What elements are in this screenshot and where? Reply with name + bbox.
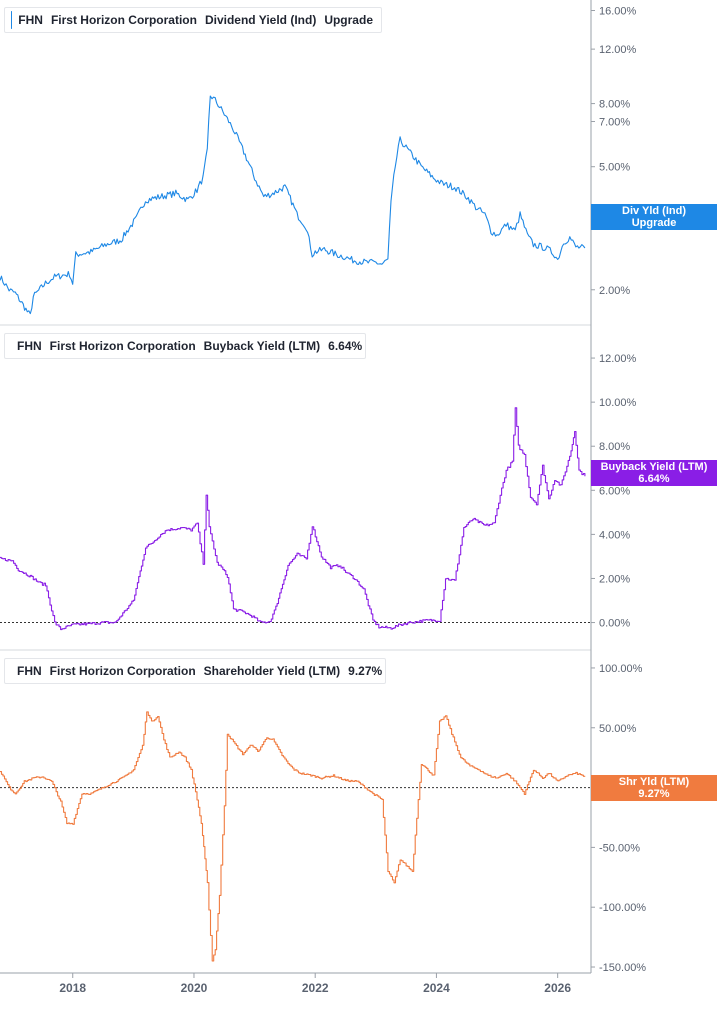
badge-value: 6.64% [638,473,670,485]
y-tick-label: -50.00% [599,842,640,854]
y-tick-label: 2.00% [599,285,630,297]
x-tick-label: 2022 [302,981,329,995]
legend-company: First Horizon Corporation [49,664,196,678]
y-tick-label: 100.00% [599,663,643,675]
badge-value: 9.27% [638,788,670,800]
y-tick-label: 4.00% [599,529,630,541]
y-tick-label: 8.00% [599,441,630,453]
series-line-dividend [0,95,586,315]
legend-company: First Horizon Corporation [49,339,196,353]
y-tick-label: 16.00% [599,5,637,17]
y-tick-label: 50.00% [599,723,637,735]
y-tick-label: 12.00% [599,353,637,365]
legend-metric: Dividend Yield (Ind) [204,13,317,27]
legend-value: 9.27% [348,664,383,678]
x-tick-label: 2020 [181,981,208,995]
legend-ticker: FHN [17,339,42,353]
series-line-shareholder [0,711,586,962]
y-tick-label: 5.00% [599,162,630,174]
badge-dividend: Div Yld (Ind) Upgrade [591,204,717,230]
badge-value: Upgrade [631,217,677,229]
legend-metric: Buyback Yield (LTM) [203,339,321,353]
y-tick-label: -100.00% [599,902,646,914]
y-tick-label: 2.00% [599,573,630,585]
y-tick-label: 10.00% [599,397,637,409]
badge-label: Shr Yld (LTM) [618,776,690,788]
x-tick-label: 2018 [59,981,86,995]
x-tick-label: 2026 [544,981,571,995]
series-line-buyback [0,407,586,631]
legend-ticker: FHN [17,664,42,678]
y-tick-label: 12.00% [599,44,637,56]
y-tick-label: 6.00% [599,485,630,497]
legend-swatch-dividend [11,11,13,29]
y-tick-label: -150.00% [599,962,646,974]
badge-label: Div Yld (Ind) [622,205,686,217]
badge-label: Buyback Yield (LTM) [600,461,708,473]
legend-metric: Shareholder Yield (LTM) [203,664,341,678]
legend-company: First Horizon Corporation [50,13,197,27]
y-tick-label: 7.00% [599,117,630,129]
legend-value: 6.64% [328,339,363,353]
y-tick-label: 0.00% [599,618,630,630]
legend-value[interactable]: Upgrade [324,13,373,27]
y-tick-label: 8.00% [599,99,630,111]
badge-buyback: Buyback Yield (LTM) 6.64% [591,460,717,486]
x-tick-label: 2024 [423,981,450,995]
legend-ticker: FHN [18,13,43,27]
legend-buyback[interactable]: FHN First Horizon Corporation Buyback Yi… [4,333,366,359]
legend-shareholder[interactable]: FHN First Horizon Corporation Shareholde… [4,658,386,684]
badge-shareholder: Shr Yld (LTM) 9.27% [591,775,717,801]
legend-dividend[interactable]: FHN First Horizon Corporation Dividend Y… [4,7,382,33]
